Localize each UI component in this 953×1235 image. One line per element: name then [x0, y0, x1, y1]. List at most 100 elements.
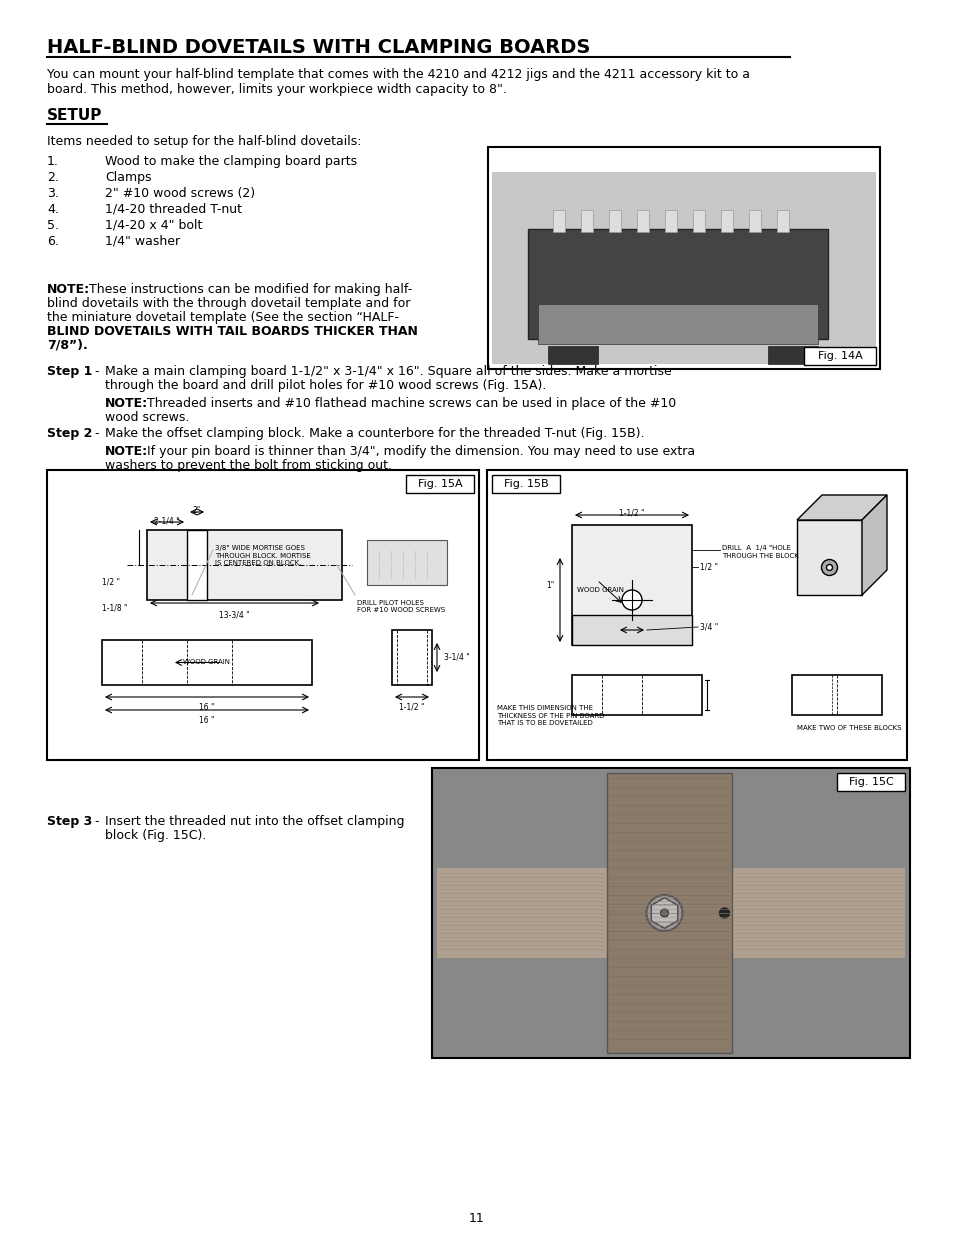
- Bar: [692, 210, 704, 232]
- Text: Threaded inserts and #10 flathead machine screws can be used in place of the #10: Threaded inserts and #10 flathead machin…: [147, 396, 676, 410]
- Text: DRILL PILOT HOLES
FOR #10 WOOD SCREWS: DRILL PILOT HOLES FOR #10 WOOD SCREWS: [356, 600, 445, 614]
- Text: NOTE:: NOTE:: [105, 396, 148, 410]
- Text: 5.: 5.: [47, 219, 59, 232]
- Text: Fig. 14A: Fig. 14A: [817, 351, 862, 361]
- Text: 2": 2": [193, 506, 201, 515]
- Bar: [547, 346, 598, 364]
- Bar: [392, 630, 432, 685]
- Polygon shape: [651, 898, 677, 929]
- Text: 6.: 6.: [47, 235, 59, 248]
- Circle shape: [719, 908, 729, 918]
- Circle shape: [659, 909, 668, 918]
- Text: BLIND DOVETAILS WITH TAIL BOARDS THICKER THAN: BLIND DOVETAILS WITH TAIL BOARDS THICKER…: [47, 325, 417, 338]
- Bar: [580, 210, 593, 232]
- Text: -: -: [94, 366, 98, 378]
- Circle shape: [621, 590, 641, 610]
- Text: board. This method, however, limits your workpiece width capacity to 8".: board. This method, however, limits your…: [47, 83, 506, 96]
- Circle shape: [646, 895, 681, 931]
- Text: 11: 11: [469, 1212, 484, 1225]
- Text: MAKE TWO OF THESE BLOCKS: MAKE TWO OF THESE BLOCKS: [796, 725, 901, 731]
- Circle shape: [825, 564, 832, 571]
- Bar: [492, 172, 875, 364]
- Bar: [606, 773, 731, 1053]
- Circle shape: [821, 559, 837, 576]
- Bar: [608, 210, 620, 232]
- Text: 1-1/2 ": 1-1/2 ": [399, 703, 424, 713]
- Text: These instructions can be modified for making half-: These instructions can be modified for m…: [89, 283, 412, 296]
- Text: Step 1: Step 1: [47, 366, 92, 378]
- Text: Fig. 15C: Fig. 15C: [848, 777, 892, 787]
- Bar: [572, 615, 691, 645]
- Bar: [527, 228, 827, 338]
- Text: Make the offset clamping block. Make a counterbore for the threaded T-nut (Fig. : Make the offset clamping block. Make a c…: [105, 427, 644, 440]
- Bar: [436, 868, 904, 958]
- Text: You can mount your half-blind template that comes with the 4210 and 4212 jigs an: You can mount your half-blind template t…: [47, 68, 749, 82]
- Text: 4.: 4.: [47, 203, 59, 216]
- Text: 1/2 ": 1/2 ": [102, 578, 120, 587]
- Text: blind dovetails with the through dovetail template and for: blind dovetails with the through dovetai…: [47, 296, 410, 310]
- Text: 3.: 3.: [47, 186, 59, 200]
- Text: block (Fig. 15C).: block (Fig. 15C).: [105, 829, 206, 842]
- Text: wood screws.: wood screws.: [105, 411, 190, 424]
- Text: 16 ": 16 ": [199, 703, 214, 713]
- Text: WOOD GRAIN: WOOD GRAIN: [577, 587, 623, 593]
- Text: NOTE:: NOTE:: [47, 283, 90, 296]
- Bar: [776, 210, 788, 232]
- Text: 7/8”).: 7/8”).: [47, 338, 88, 352]
- Text: washers to prevent the bolt from sticking out.: washers to prevent the bolt from stickin…: [105, 459, 392, 472]
- Bar: [367, 540, 447, 585]
- Text: NOTE:: NOTE:: [105, 445, 148, 458]
- Bar: [492, 475, 559, 493]
- Bar: [488, 147, 879, 369]
- Text: 1-1/2 ": 1-1/2 ": [618, 509, 644, 517]
- Bar: [572, 525, 691, 645]
- Text: 2-1/4 ": 2-1/4 ": [154, 516, 179, 525]
- Text: 3/8" WIDE MORTISE GOES
THROUGH BLOCK. MORTISE
IS CENTERED ON BLOCK.: 3/8" WIDE MORTISE GOES THROUGH BLOCK. MO…: [214, 545, 311, 566]
- Bar: [796, 520, 862, 595]
- Bar: [47, 471, 478, 760]
- Text: 3/4 ": 3/4 ": [700, 622, 718, 631]
- Text: Step 3: Step 3: [47, 815, 92, 827]
- Bar: [406, 475, 474, 493]
- Polygon shape: [796, 495, 886, 520]
- Bar: [637, 210, 648, 232]
- Text: Insert the threaded nut into the offset clamping: Insert the threaded nut into the offset …: [105, 815, 404, 827]
- Bar: [432, 768, 909, 1058]
- Bar: [147, 530, 341, 600]
- Bar: [553, 210, 564, 232]
- Bar: [836, 773, 904, 790]
- Bar: [803, 347, 875, 366]
- Text: Items needed to setup for the half-blind dovetails:: Items needed to setup for the half-blind…: [47, 135, 361, 148]
- Text: 2" #10 wood screws (2): 2" #10 wood screws (2): [105, 186, 254, 200]
- Text: If your pin board is thinner than 3/4", modify the dimension. You may need to us: If your pin board is thinner than 3/4", …: [147, 445, 695, 458]
- Bar: [537, 304, 817, 345]
- Text: 1/2 ": 1/2 ": [700, 562, 718, 572]
- Bar: [791, 676, 882, 715]
- Text: the miniature dovetail template (See the section “HALF-: the miniature dovetail template (See the…: [47, 311, 398, 324]
- Text: 13-3/4 ": 13-3/4 ": [218, 610, 249, 619]
- Text: 1-1/8 ": 1-1/8 ": [102, 604, 128, 613]
- Text: Fig. 15A: Fig. 15A: [417, 479, 462, 489]
- Bar: [748, 210, 760, 232]
- Bar: [767, 346, 817, 364]
- Text: 2.: 2.: [47, 170, 59, 184]
- Text: -: -: [94, 427, 98, 440]
- Text: HALF-BLIND DOVETAILS WITH CLAMPING BOARDS: HALF-BLIND DOVETAILS WITH CLAMPING BOARD…: [47, 38, 590, 57]
- Text: 16 ": 16 ": [199, 716, 214, 725]
- Text: MAKE THIS DIMENSION THE
THICKNESS OF THE PIN BOARD
THAT IS TO BE DOVETAILED: MAKE THIS DIMENSION THE THICKNESS OF THE…: [497, 705, 604, 726]
- Text: 3-1/4 ": 3-1/4 ": [443, 653, 469, 662]
- Text: 1.: 1.: [47, 156, 59, 168]
- Bar: [187, 530, 207, 600]
- Text: SETUP: SETUP: [47, 107, 102, 124]
- Text: Fig. 15B: Fig. 15B: [503, 479, 548, 489]
- Text: 1/4-20 x 4" bolt: 1/4-20 x 4" bolt: [105, 219, 202, 232]
- Text: WOOD GRAIN: WOOD GRAIN: [183, 659, 231, 666]
- Text: 1/4-20 threaded T-nut: 1/4-20 threaded T-nut: [105, 203, 242, 216]
- Text: Wood to make the clamping board parts: Wood to make the clamping board parts: [105, 156, 356, 168]
- Text: through the board and drill pilot holes for #10 wood screws (Fig. 15A).: through the board and drill pilot holes …: [105, 379, 546, 391]
- Text: 1/4" washer: 1/4" washer: [105, 235, 180, 248]
- Text: DRILL  A  1/4 "HOLE
THROUGH THE BLOCK: DRILL A 1/4 "HOLE THROUGH THE BLOCK: [721, 545, 798, 558]
- Text: Clamps: Clamps: [105, 170, 152, 184]
- Text: Step 2: Step 2: [47, 427, 92, 440]
- Polygon shape: [862, 495, 886, 595]
